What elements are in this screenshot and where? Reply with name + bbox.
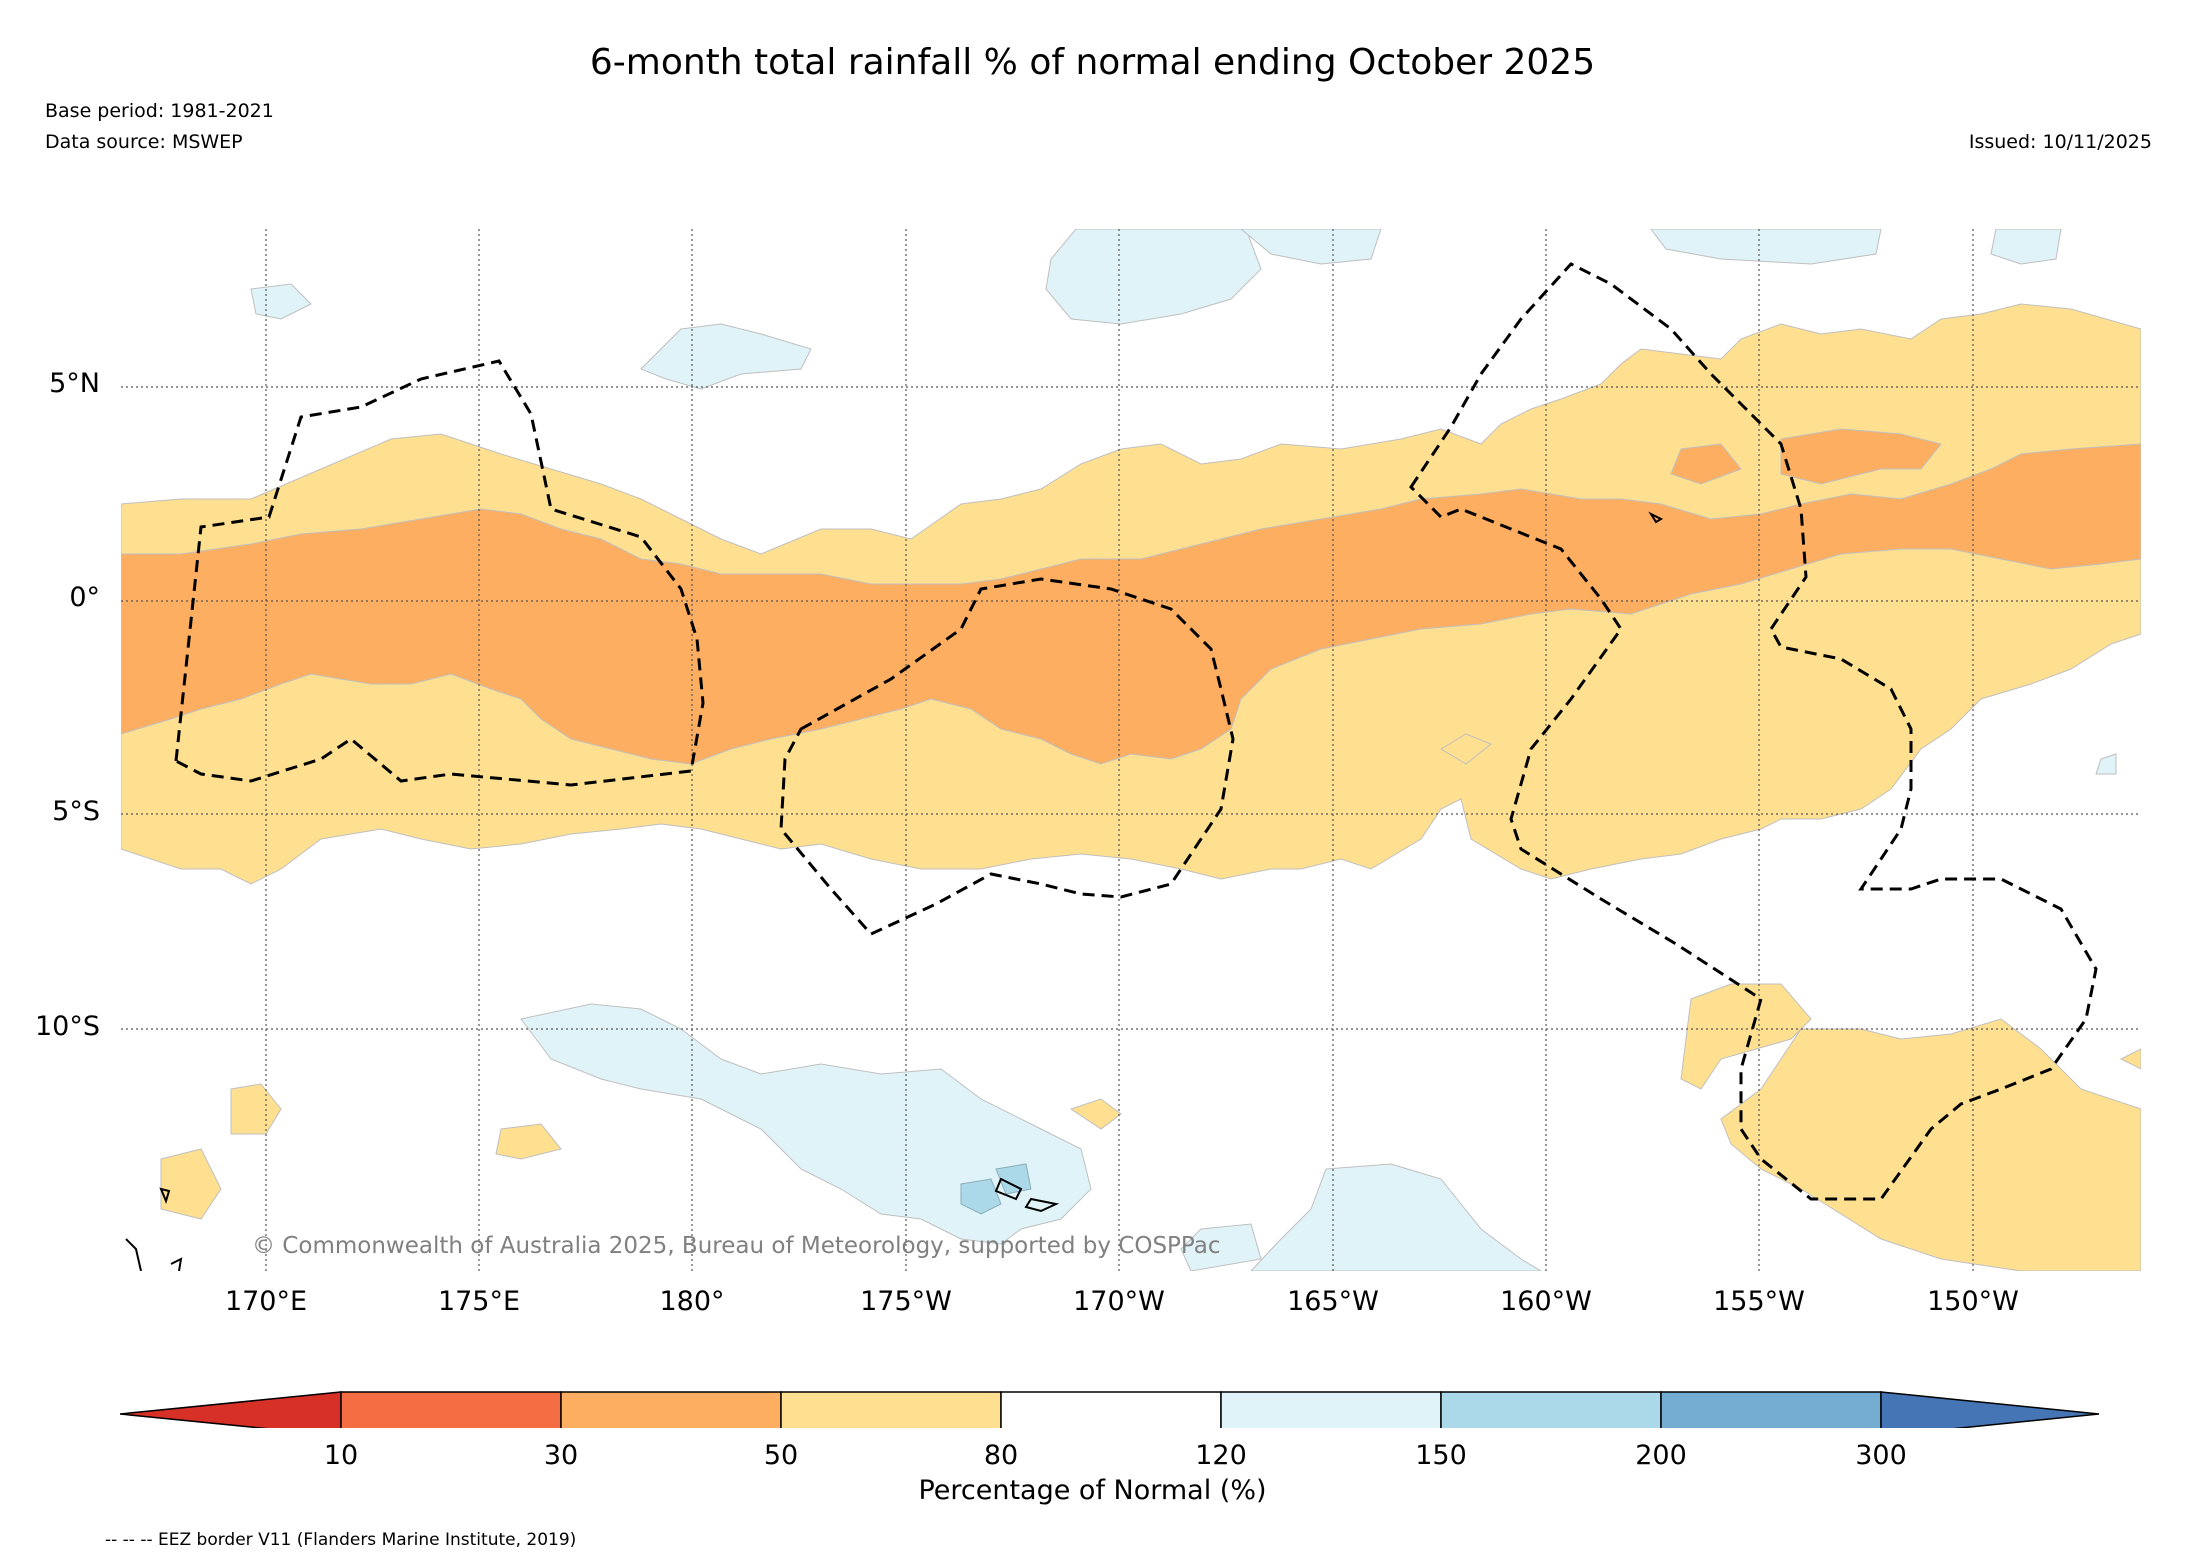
lon-label-175w: 175°W <box>860 1286 952 1317</box>
lon-label-160w: 160°W <box>1500 1286 1592 1317</box>
colorbar-tick-200: 200 <box>1635 1440 1687 1471</box>
colorbar-tick-120: 120 <box>1195 1440 1247 1471</box>
colorbar-tick-80: 80 <box>983 1440 1019 1471</box>
lon-label-180: 180° <box>659 1286 725 1317</box>
lat-label-5s: 5°S <box>52 796 100 827</box>
colorbar-tick-150: 150 <box>1415 1440 1467 1471</box>
lon-label-170w: 170°W <box>1073 1286 1165 1317</box>
colorbar <box>120 1391 2100 1428</box>
lon-label-150w: 150°W <box>1927 1286 2019 1317</box>
colorbar-extend-low <box>120 1391 342 1428</box>
colorbar-tick-300: 300 <box>1855 1440 1907 1471</box>
lat-label-5n: 5°N <box>49 368 100 399</box>
copyright-notice: © Commonwealth of Australia 2025, Bureau… <box>252 1233 1221 1259</box>
data-source: Data source: MSWEP <box>45 131 243 153</box>
colorbar-label: Percentage of Normal (%) <box>918 1475 1267 1506</box>
much-drier-regions <box>121 428 2141 765</box>
lon-label-170e: 170°E <box>224 1286 308 1317</box>
colorbar-bin-30-50 <box>560 1391 782 1428</box>
colorbar-bin-50-80 <box>780 1391 1002 1428</box>
much-wetter-regions <box>960 1163 1032 1215</box>
colorbar-extend-high <box>1880 1391 2100 1428</box>
wetter-regions <box>250 229 2117 1271</box>
map-title: 6-month total rainfall % of normal endin… <box>589 42 1596 83</box>
colorbar-tick-50: 50 <box>763 1440 799 1471</box>
islands <box>125 511 1664 1271</box>
colorbar-bin-200-300 <box>1660 1391 1882 1428</box>
lat-label-0: 0° <box>69 582 100 613</box>
colorbar-bin-120-150 <box>1220 1391 1442 1428</box>
lon-label-155w: 155°W <box>1713 1286 1805 1317</box>
colorbar-tick-10: 10 <box>323 1440 359 1471</box>
rainfall-map <box>121 229 2141 1271</box>
colorbar-bin-80-120 <box>1000 1391 1222 1428</box>
issued-date: Issued: 10/11/2025 <box>1968 131 2152 153</box>
colorbar-bin-10-30 <box>340 1391 562 1428</box>
lon-label-175e: 175°E <box>437 1286 521 1317</box>
eez-borders <box>174 262 2098 1201</box>
lat-label-10s: 10°S <box>35 1011 100 1042</box>
colorbar-bin-150-200 <box>1440 1391 1662 1428</box>
eez-legend-note: -- -- -- EEZ border V11 (Flanders Marine… <box>105 1530 577 1550</box>
graticule <box>121 229 2141 1271</box>
base-period: Base period: 1981-2021 <box>45 100 274 122</box>
lon-label-165w: 165°W <box>1287 1286 1379 1317</box>
colorbar-tick-30: 30 <box>543 1440 579 1471</box>
